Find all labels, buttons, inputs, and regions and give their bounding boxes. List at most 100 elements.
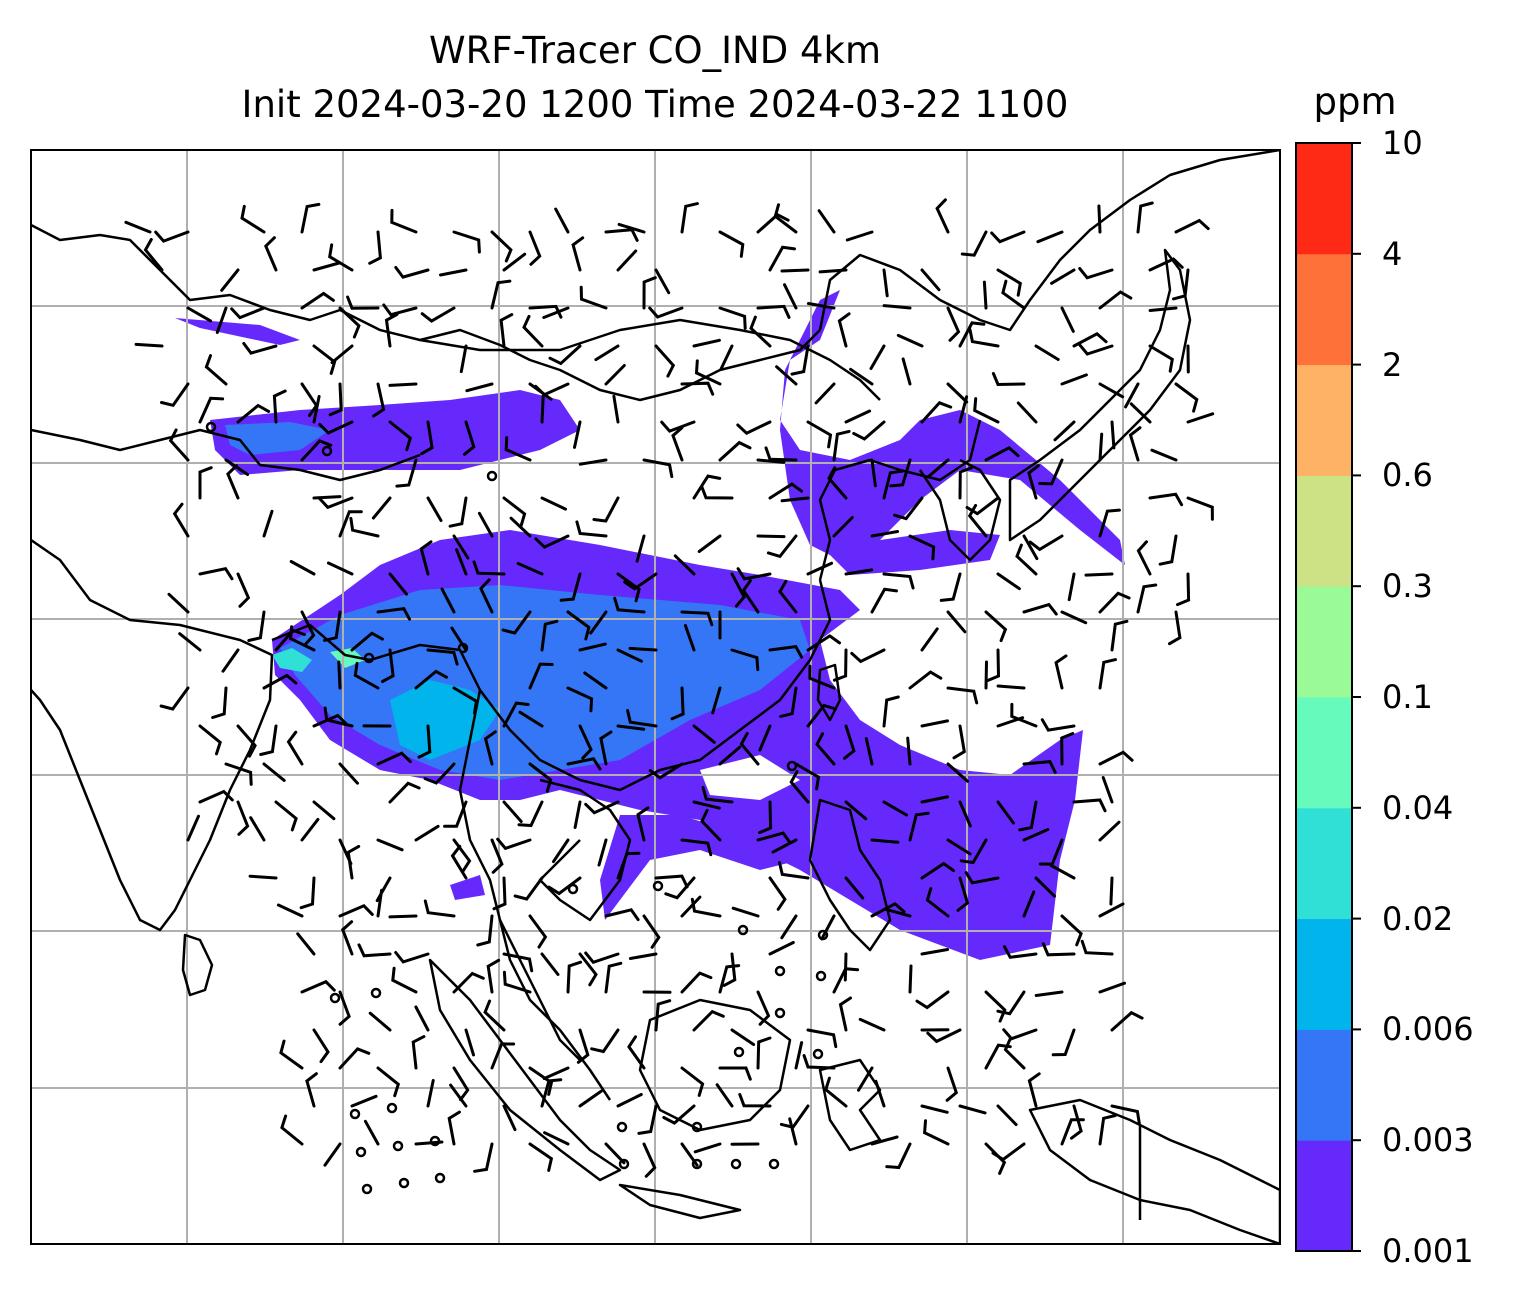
colorbar-tick-label: 0.04 [1382,788,1454,827]
wind-barb [946,610,967,634]
wind-barb [838,996,852,1032]
wind-barb [1080,939,1114,956]
wind-barb [242,342,278,355]
wind-barb [376,888,384,918]
wind-barb [857,1066,874,1092]
wind-barb [780,914,798,940]
wind-barb [926,458,950,479]
wind-barb [958,395,969,424]
wind-barb [573,800,582,829]
wind-barb [680,838,713,857]
wind-barb [452,534,470,560]
wind-barb [1022,828,1050,842]
wind-barb [476,914,494,947]
wind-barb [923,1119,950,1146]
wind-barb [806,420,833,449]
coastline-sumatra [428,958,622,1182]
wind-barb [1148,306,1178,312]
wind-barb [465,382,494,393]
wind-barb [198,466,213,500]
wind-barb [794,1041,804,1070]
wind-barb [1124,382,1140,409]
wind-barb [1098,658,1117,690]
wind-barb [186,306,213,323]
wind-barb [540,394,545,424]
wind-barb [996,990,1026,1016]
wind-barb [849,367,874,386]
wind-barb [528,914,548,949]
wind-barb [680,202,699,234]
wind-barb [368,230,382,265]
wind-barb [528,762,553,793]
wind-barb [262,762,286,782]
wind-barb [554,207,570,234]
wind-barb [338,1047,371,1070]
wind-barb [882,695,900,728]
wind-barb [426,648,459,666]
wind-barb [749,315,772,348]
calm-wind-marker [457,642,469,654]
wind-barb [1158,534,1178,566]
wind-barb [528,662,554,690]
wind-barb [901,357,912,386]
wind-barb [773,203,798,234]
wind-barb [590,1028,620,1054]
wind-barb [417,724,432,759]
wind-barb [768,941,795,956]
wind-barb [198,396,225,424]
wind-barb [509,516,532,538]
wind-barb [548,344,582,366]
wind-barb [353,661,380,690]
wind-barb [274,800,298,832]
wind-barb [636,806,650,842]
wind-barb [211,686,228,719]
wind-barb [694,359,722,386]
wind-barb [768,482,804,500]
wind-barb [312,800,336,821]
colorbar-tick-label: 0.6 [1382,456,1433,495]
wind-barb [1034,876,1056,898]
coastline-java [618,1183,742,1220]
wind-barb [371,496,392,520]
wind-barb [338,990,351,1026]
calm-wind-marker [817,929,829,941]
wind-barb [528,230,542,266]
wind-barb [1109,876,1114,906]
wind-barb [483,999,506,1032]
wind-barb [883,907,912,918]
wind-barb [718,964,741,994]
calm-wind-marker [486,470,498,482]
wind-barb [312,344,337,375]
wind-barb [627,1035,646,1070]
wind-barb [832,429,851,462]
calm-wind-marker [363,652,375,664]
wind-barb [984,660,988,690]
wind-barb [852,420,886,441]
wind-barb [230,306,266,320]
wind-barb [594,344,620,362]
calm-wind-marker [398,1177,410,1189]
wind-barb [604,961,623,994]
wind-barb [1078,267,1114,280]
wind-barb [920,719,949,728]
wind-barb [984,1142,1007,1175]
wind-barb [635,534,646,563]
wind-barb [559,572,582,602]
wind-barb [178,632,202,652]
wind-barb [756,831,792,845]
tracer-hotspot-west [272,648,312,672]
wind-barb [578,724,593,760]
wind-barb [882,304,912,310]
wind-barb [945,1066,959,1102]
calm-wind-marker [774,965,786,977]
wind-barb [692,338,721,348]
wind-barb [286,730,304,766]
wind-barb [680,895,702,918]
wind-barb [496,837,532,851]
wind-barb [1027,464,1040,500]
wind-barb [870,901,906,918]
wind-barb [991,372,1026,387]
wind-barb [1050,268,1076,285]
wind-barb [172,502,190,538]
